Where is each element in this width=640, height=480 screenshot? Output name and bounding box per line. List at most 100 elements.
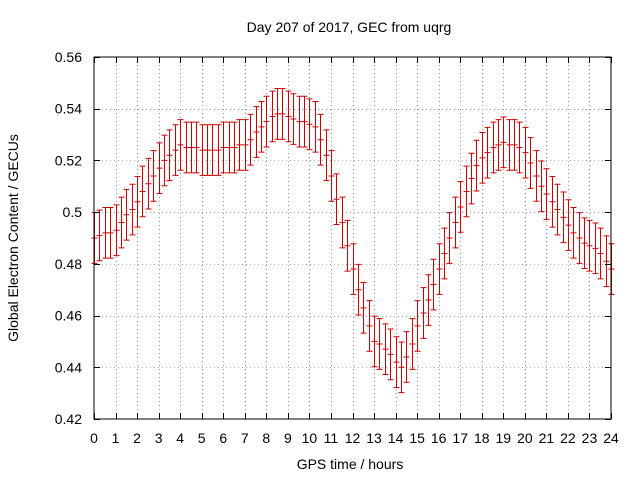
error-bar xyxy=(425,274,432,326)
error-bar xyxy=(484,126,491,179)
x-tick-label: 18 xyxy=(474,430,490,446)
error-bar xyxy=(209,124,216,176)
error-bar xyxy=(538,160,545,213)
grid-lines xyxy=(94,57,611,419)
error-bar xyxy=(446,212,453,264)
error-bar xyxy=(226,121,233,174)
error-bar xyxy=(258,100,265,153)
axis-ticks xyxy=(94,57,612,420)
error-bar xyxy=(188,121,195,174)
error-bar xyxy=(452,196,459,249)
error-bar xyxy=(193,121,200,174)
chart-title: Day 207 of 2017, GEC from uqrg xyxy=(247,19,452,35)
error-bar xyxy=(441,227,448,280)
error-bar xyxy=(333,173,340,226)
x-tick-label: 12 xyxy=(345,430,361,446)
error-bar xyxy=(183,121,190,174)
error-bar xyxy=(576,212,583,264)
error-bar xyxy=(527,137,534,189)
error-bar xyxy=(344,219,351,272)
error-bar xyxy=(420,287,427,339)
error-bar xyxy=(134,175,141,228)
error-bar xyxy=(586,219,593,272)
x-tick-label: 11 xyxy=(324,430,339,446)
error-bar xyxy=(113,204,120,257)
y-tick-label: 0.52 xyxy=(55,152,82,168)
error-bar xyxy=(560,191,567,244)
error-bar xyxy=(306,98,313,151)
error-bar xyxy=(269,90,276,143)
error-bar xyxy=(371,315,378,368)
x-tick-label: 4 xyxy=(176,430,184,446)
error-bar xyxy=(409,318,416,370)
error-bar xyxy=(490,121,497,174)
error-bar xyxy=(479,132,486,184)
x-tick-label: 9 xyxy=(284,430,292,446)
error-bar xyxy=(317,113,324,166)
error-bar xyxy=(495,119,502,171)
x-tick-label: 19 xyxy=(496,430,512,446)
error-bar xyxy=(549,175,556,228)
x-tick-label: 8 xyxy=(262,430,270,446)
error-bar xyxy=(290,93,297,145)
error-bar xyxy=(382,323,389,376)
error-bar xyxy=(253,106,260,158)
x-tick-label: 2 xyxy=(133,430,141,446)
x-tick-label: 10 xyxy=(302,430,318,446)
error-bar xyxy=(236,119,243,171)
error-bar xyxy=(522,126,529,179)
error-bar xyxy=(376,318,383,370)
error-bar xyxy=(102,206,109,259)
error-bar xyxy=(145,157,152,210)
error-bar xyxy=(430,258,437,311)
error-bar xyxy=(565,199,572,251)
error-bar xyxy=(414,300,421,352)
x-tick-label: 16 xyxy=(431,430,447,446)
y-tick-label: 0.44 xyxy=(55,359,82,375)
error-bar xyxy=(301,95,308,148)
error-bar xyxy=(516,121,523,174)
error-bar xyxy=(398,341,405,394)
error-bar xyxy=(242,119,249,171)
error-bar xyxy=(274,88,281,140)
x-tick-label: 0 xyxy=(90,430,98,446)
error-bar xyxy=(161,134,168,187)
error-bar xyxy=(393,336,400,388)
y-tick-label: 0.48 xyxy=(55,256,82,272)
error-bar xyxy=(312,100,319,153)
error-bar xyxy=(156,142,163,195)
error-bar xyxy=(543,168,550,220)
error-bars xyxy=(91,88,615,394)
error-bar xyxy=(204,124,211,176)
y-tick-label: 0.56 xyxy=(55,49,82,65)
error-bar xyxy=(570,206,577,259)
y-tick-label: 0.46 xyxy=(55,308,82,324)
error-bar xyxy=(581,217,588,270)
x-tick-labels: 0 1 2 3 4 5 6 7 8 9 10 11 12 13 14 15 16 17 18 19 20 21 22 23 24 xyxy=(90,430,619,446)
y-tick-label: 0.42 xyxy=(55,411,82,427)
error-bar xyxy=(597,227,604,280)
x-tick-label: 14 xyxy=(388,430,404,446)
error-bar xyxy=(150,150,157,202)
x-tick-label: 13 xyxy=(366,430,382,446)
x-tick-label: 24 xyxy=(603,430,619,446)
x-tick-label: 23 xyxy=(582,430,598,446)
error-bar xyxy=(296,95,303,148)
error-bar xyxy=(473,139,480,192)
x-tick-label: 7 xyxy=(241,430,249,446)
error-bar xyxy=(436,243,443,295)
error-bar xyxy=(366,300,373,352)
error-bar xyxy=(177,119,184,171)
error-bar xyxy=(506,119,513,171)
plot-frame xyxy=(93,56,612,420)
error-bar xyxy=(123,188,130,241)
x-tick-label: 3 xyxy=(155,430,163,446)
x-axis-label: GPS time / hours xyxy=(297,456,404,472)
error-bar xyxy=(339,196,346,249)
y-axis-label: Global Electron Content / GECUs xyxy=(5,134,21,342)
error-bar xyxy=(220,121,227,174)
error-bar xyxy=(500,116,507,169)
error-bar xyxy=(603,235,610,288)
error-bar xyxy=(107,206,114,259)
